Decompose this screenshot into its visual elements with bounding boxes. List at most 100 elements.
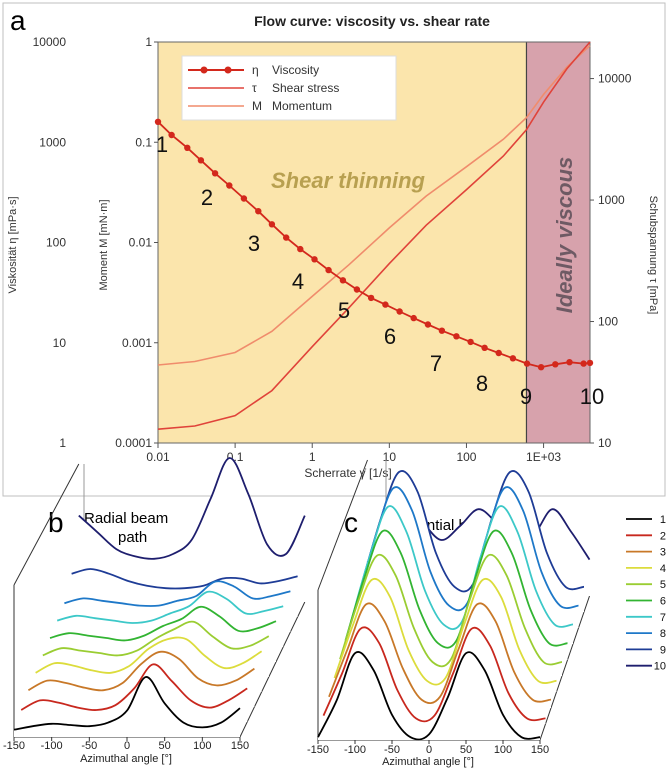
x-tick-label: 150 [231,740,249,752]
curve-4 [35,636,263,674]
panel-c-x-axis-label: Azimuthal angle [°] [382,756,474,768]
x-tick-label: -50 [81,740,97,752]
point-number: 5 [338,298,350,323]
shear-stress-line [157,41,591,430]
point-number-labels: 1 2 3 4 5 6 7 8 9 10 [156,132,604,409]
panel-b-x-axis-label: Azimuthal angle [°] [80,753,172,765]
legend-label-1: 1 [660,514,666,526]
x-tick-label: 0 [426,744,432,756]
point-number: 2 [201,185,213,210]
x-tick-label: 10 [383,450,397,464]
legend-label-5: 5 [660,579,666,591]
legend-shear-stress-symbol: τ [252,81,257,95]
viscosity-point [240,195,248,202]
viscosity-point [396,308,403,315]
viscosity-point [481,344,488,351]
viscosity-point [495,349,502,357]
legend-label-4: 4 [660,563,666,575]
viscosity-point [580,360,587,367]
panel-a: a Flow curve: viscosity vs. shear rate S… [2,2,666,497]
panel-a-letter: a [10,5,26,36]
shear-stress-tick-label: 10 [598,436,612,450]
viscosity-tick-label: 1 [59,436,66,450]
legend-viscosity-marker [224,66,232,74]
viscosity-tick-label: 100 [46,236,66,250]
x-tick-label: 100 [193,740,211,752]
viscosity-tick-label: 10000 [33,35,67,49]
ideally-viscous-region [526,42,590,443]
curve-3 [328,602,552,705]
viscosity-axis: 1 10 100 1000 10000 [33,35,67,450]
curve-7 [350,505,574,631]
viscosity-point [523,360,531,367]
viscosity-point [311,256,318,263]
viscosity-point [211,170,219,177]
panel-b-letter: b [48,507,64,538]
shear-stress-tick-label: 10000 [598,72,632,86]
legend-label-6: 6 [660,596,666,608]
moment-tick-label: 0.0001 [115,436,152,450]
legend-label-10: 10 [654,661,666,673]
viscosity-point [410,314,417,322]
panel-b-label: Radial beam [84,510,168,527]
viscosity-point [453,333,460,340]
legend-momentum-label: Momentum [272,99,332,113]
moment-axis-label: Moment M [mN·m] [98,199,110,290]
viscosity-point [283,234,290,241]
viscosity-point [226,182,233,189]
point-number: 8 [476,371,488,396]
curve-9 [71,568,298,590]
point-number: 4 [292,269,304,294]
viscosity-point [509,355,517,362]
x-tick-label: 0 [124,740,130,752]
curve-3 [27,650,255,692]
panel-b-x-axis: -150 -100 -50 0 50 100 150 [3,737,249,752]
viscosity-point [438,327,446,334]
panel-c-letter: c [344,507,358,538]
chart-title: Flow curve: viscosity vs. shear rate [254,13,490,29]
point-number: 7 [430,351,442,376]
panel-c: c Tangential beam path -150-100-50050100… [307,459,591,768]
viscosity-point [184,144,191,151]
moment-tick-label: 0.001 [122,336,152,350]
x-tick-label: 1E+03 [526,450,561,464]
viscosity-point [168,131,175,139]
viscosity-point [255,208,262,215]
curve-mask [21,664,248,722]
panel-c-curves [317,470,591,741]
viscosity-point [424,321,432,328]
moment-tick-label: 0.1 [135,135,152,149]
viscosity-point [566,359,573,366]
ideally-viscous-label: Ideally viscous [552,157,577,314]
moment-tick-label: 1 [145,35,152,49]
curve-2 [322,626,546,723]
shear-stress-axis-label: Schubspannung τ [mPa] [647,196,659,315]
x-tick-label: -100 [41,740,63,752]
x-tick-label: 1 [309,450,316,464]
panel-a-legend: η Viscosity τ Shear stress M Momentum [181,55,397,121]
legend-momentum-symbol: M [252,99,262,113]
curve-mask [78,457,305,602]
viscosity-point [552,361,559,368]
frame-edge [13,463,80,586]
x-tick-label: 0.01 [146,450,170,464]
legend-label-8: 8 [660,628,666,640]
panel-a-series [154,41,594,430]
legend-viscosity-marker [200,66,208,74]
point-number: 6 [384,324,396,349]
point-number: 9 [520,384,532,409]
x-tick-label: 100 [456,450,476,464]
x-tick-label: 50 [460,744,472,756]
curve-6 [49,605,277,642]
point-number: 10 [580,384,604,409]
point-number: 3 [248,231,260,256]
curve-7 [56,590,284,624]
point-number: 1 [156,132,168,157]
x-axis-label: Scherrate γ̇ [1/s] [304,466,391,480]
legend-label-9: 9 [660,644,666,656]
momentum-line [157,45,591,366]
viscosity-point [197,157,205,164]
shear-thinning-label: Shear thinning [271,168,426,193]
frame-edge [317,459,368,591]
